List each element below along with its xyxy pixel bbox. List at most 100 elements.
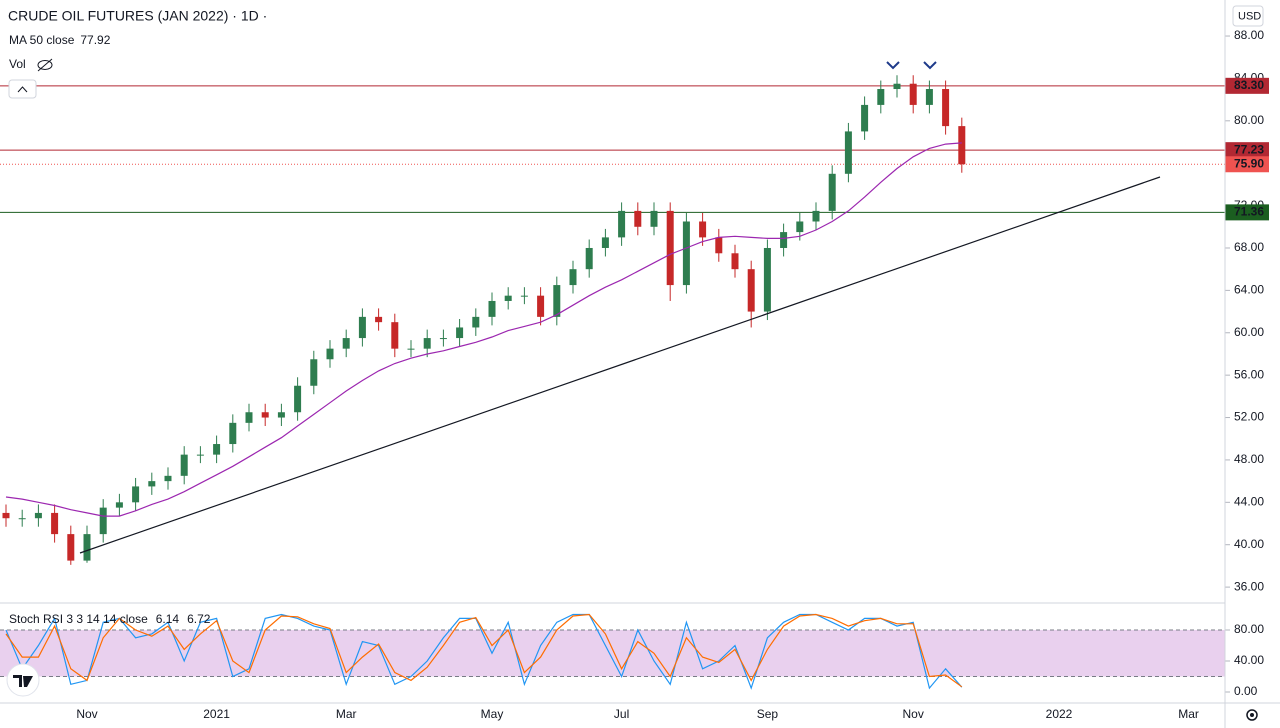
candle-body <box>456 327 464 339</box>
candle-body <box>715 237 723 254</box>
candle-body <box>164 475 172 482</box>
candle-body <box>34 512 42 519</box>
ma-legend: MA 50 close <box>9 33 75 47</box>
y-tick-label: 60.00 <box>1234 325 1264 339</box>
candle-body <box>310 359 318 386</box>
candle-body <box>747 269 755 312</box>
candle-body <box>601 237 609 248</box>
y-tick-label: 36.00 <box>1234 579 1264 593</box>
candle-body <box>196 454 204 456</box>
candle-body <box>666 210 674 286</box>
settings-button[interactable] <box>1246 709 1258 721</box>
candle-body <box>132 486 140 503</box>
x-tick-label: Nov <box>76 707 97 721</box>
y-tick-label: 56.00 <box>1234 367 1264 381</box>
candle-body <box>634 210 642 227</box>
x-tick-label: May <box>481 707 504 721</box>
tv-logo <box>6 663 40 697</box>
ma-value: 77.92 <box>80 33 110 47</box>
candle-body <box>909 83 917 105</box>
y-tick-label: 40.00 <box>1234 537 1264 551</box>
candle-body <box>537 295 545 317</box>
candle-body <box>245 412 253 423</box>
candle-body <box>423 338 431 349</box>
x-tick-label: 2021 <box>203 707 230 721</box>
candle-body <box>763 247 771 312</box>
candle-body <box>893 83 901 90</box>
candle-body <box>439 338 447 340</box>
candle-body <box>99 507 107 535</box>
candle-body <box>828 173 836 211</box>
candle-body <box>407 348 415 350</box>
candle-body <box>229 422 237 445</box>
stoch-tick-label: 80.00 <box>1234 622 1264 636</box>
candle-body <box>472 316 480 328</box>
candle-body <box>2 512 10 519</box>
y-tick-label: 68.00 <box>1234 240 1264 254</box>
y-tick-label: 88.00 <box>1234 28 1264 42</box>
candle-body <box>18 518 26 520</box>
price-badge <box>1225 77 1269 94</box>
x-tick-label: Jul <box>614 707 629 721</box>
price-badge-label: 75.90 <box>1234 156 1264 170</box>
x-tick-label: Mar <box>1178 707 1199 721</box>
stoch-d-value: 6.72 <box>187 612 211 626</box>
candle-body <box>861 104 869 132</box>
hide-icon[interactable] <box>37 58 53 72</box>
candle-body <box>650 210 658 227</box>
candle-body <box>277 412 285 418</box>
y-tick-label: 80.00 <box>1234 113 1264 127</box>
stoch-tick-label: 0.00 <box>1234 684 1258 698</box>
candle-body <box>488 300 496 317</box>
x-tick-label: Sep <box>757 707 779 721</box>
stoch-line <box>5 613 963 688</box>
chart-title: CRUDE OIL FUTURES (JAN 2022) · 1D · <box>8 8 267 24</box>
candle-body <box>326 348 334 360</box>
candle-body <box>682 221 690 286</box>
stoch-line <box>5 613 963 690</box>
candle-body <box>812 210 820 222</box>
candle-body <box>375 316 383 323</box>
candle-body <box>504 295 512 301</box>
candle-body <box>180 454 188 476</box>
collapse-button[interactable] <box>8 79 37 99</box>
candle-body <box>958 126 966 165</box>
price-badge <box>1225 156 1269 173</box>
candle-body <box>520 295 528 297</box>
candle-body <box>731 253 739 270</box>
y-tick-label: 52.00 <box>1234 410 1264 424</box>
price-pane: 36.00 40.00 44.00 48.00 52.00 56.00 60.00 64.00… <box>0 28 1269 721</box>
candle-body <box>213 444 221 455</box>
price-badge-label: 77.23 <box>1234 142 1264 156</box>
candle-body <box>618 210 626 238</box>
currency: USD <box>1238 10 1261 22</box>
y-tick-label: 44.00 <box>1234 494 1264 508</box>
currency-button[interactable]: USD <box>1232 5 1264 27</box>
price-badge <box>1225 142 1269 159</box>
candle-body <box>148 481 156 487</box>
stoch-k-value: 6.14 <box>156 612 180 626</box>
stoch-legend: Stoch RSI 3 3 14 14 close <box>9 612 148 626</box>
candle-body <box>585 247 593 270</box>
price-badge-label: 71.36 <box>1234 205 1264 219</box>
candle-body <box>780 232 788 248</box>
candle-body <box>877 89 885 105</box>
candle-body <box>294 385 302 413</box>
trend-line <box>79 176 1161 554</box>
x-tick-label: 2022 <box>1046 707 1073 721</box>
candle-body <box>391 322 399 349</box>
volume-label: Vol <box>9 57 26 71</box>
ma-line <box>5 142 962 517</box>
candle-body <box>67 534 75 561</box>
y-tick-label: 48.00 <box>1234 452 1264 466</box>
candle-body <box>925 89 933 105</box>
price-badge-label: 83.30 <box>1234 78 1264 92</box>
candle-body <box>342 338 350 349</box>
stoch-band <box>0 630 1225 677</box>
candle-body <box>796 221 804 233</box>
candle-body <box>358 316 366 339</box>
candle-body <box>51 512 59 535</box>
